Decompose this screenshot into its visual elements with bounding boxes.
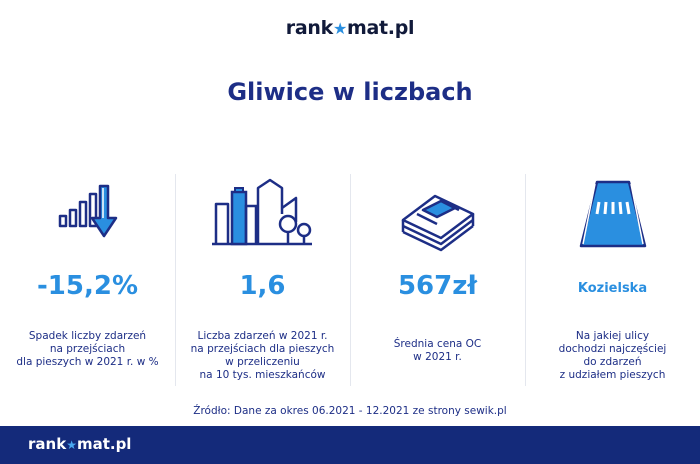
money-stack-icon — [350, 174, 525, 254]
crosswalk-road-icon — [525, 174, 700, 254]
stat-card-decline: -15,2% Spadek liczby zdarzeń na przejści… — [0, 168, 175, 390]
column-divider — [175, 174, 176, 386]
stat-value: 1,6 — [239, 271, 286, 301]
footer-logo-suffix: mat.pl — [76, 435, 132, 453]
column-divider — [525, 174, 526, 386]
stat-description: Liczba zdarzeń w 2021 r. na przejściach … — [190, 330, 335, 381]
star-icon: ★ — [66, 438, 77, 452]
stat-card-street: Kozielska Na jakiej ulicy dochodzi najcz… — [525, 168, 700, 390]
stat-description: Spadek liczby zdarzeń na przejściach dla… — [16, 330, 159, 368]
stat-card-oc-price: 567zł Średnia cena OC w 2021 r. — [350, 168, 525, 390]
footer-bar: rank★mat.pl — [0, 426, 700, 464]
footer-logo[interactable]: rank★mat.pl — [28, 435, 131, 453]
city-buildings-icon — [175, 174, 350, 254]
source-note: Źródło: Dane za okres 06.2021 - 12.2021 … — [193, 405, 507, 417]
stat-value: -15,2% — [37, 271, 138, 301]
stat-description: Na jakiej ulicy dochodzi najczęściej do … — [558, 330, 667, 381]
stat-description: Średnia cena OC w 2021 r. — [393, 338, 482, 363]
stat-value: 567zł — [397, 271, 478, 301]
rankomat-logo[interactable]: rank★mat.pl — [0, 17, 700, 39]
star-icon: ★ — [332, 19, 347, 38]
declining-bar-chart-icon — [0, 174, 175, 254]
footer-logo-prefix: rank — [28, 435, 67, 453]
stat-value: Kozielska — [577, 281, 648, 296]
logo-text-suffix: mat.pl — [346, 17, 415, 39]
page-title: Gliwice w liczbach — [227, 78, 473, 106]
stats-row: -15,2% Spadek liczby zdarzeń na przejści… — [0, 168, 700, 390]
stat-card-incidents: 1,6 Liczba zdarzeń w 2021 r. na przejści… — [175, 168, 350, 390]
logo-text-prefix: rank — [285, 17, 333, 39]
column-divider — [350, 174, 351, 386]
